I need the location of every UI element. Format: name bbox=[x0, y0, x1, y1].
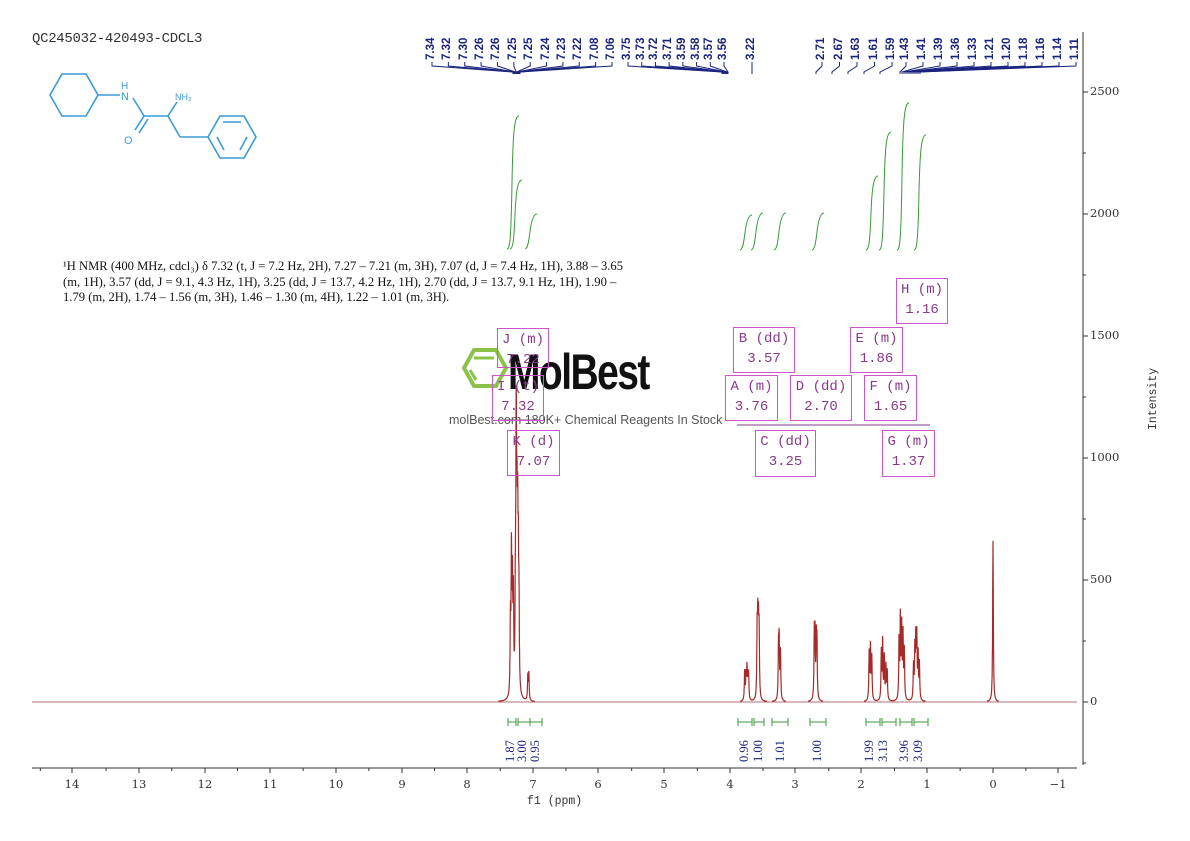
integral-value-label: 3.09 bbox=[911, 740, 925, 762]
multiplet-box-b: B (dd) 3.57 bbox=[733, 327, 795, 373]
multiplet-box-j: J (m) 7.22 bbox=[497, 328, 549, 368]
phenyl-ring bbox=[207, 115, 257, 159]
x-tick-label: 4 bbox=[726, 777, 734, 791]
x-tick-label: −1 bbox=[1049, 777, 1067, 791]
peak-shift-label: 7.32 bbox=[441, 37, 454, 60]
y-tick-label: 500 bbox=[1090, 572, 1112, 586]
peak-shift-label: 3.73 bbox=[634, 37, 647, 60]
chemical-structure: H N NH₂ O bbox=[49, 73, 257, 159]
peak-shift-label: 1.11 bbox=[1069, 38, 1081, 60]
peak-shift-label: 1.18 bbox=[1018, 37, 1030, 60]
peak-shift-label: 3.57 bbox=[703, 37, 716, 60]
integral-value-label: 1.00 bbox=[751, 740, 765, 762]
integral-value-label: 0.95 bbox=[528, 740, 542, 762]
peak-shift-label: 1.61 bbox=[867, 37, 880, 60]
peak-shift-label: 7.25 bbox=[506, 37, 519, 60]
peak-pick-lines bbox=[431, 62, 1077, 74]
peak-shift-label: 7.34 bbox=[425, 37, 437, 60]
multiplet-box-k: K (d) 7.07 bbox=[507, 430, 560, 476]
x-tick-label: 9 bbox=[398, 777, 406, 791]
peak-shift-label: 7.30 bbox=[457, 37, 470, 60]
integral-value-label: 1.00 bbox=[810, 740, 824, 762]
peak-shift-label: 1.36 bbox=[950, 37, 962, 60]
peak-shift-label: 1.43 bbox=[899, 37, 911, 60]
integral-curves bbox=[506, 102, 927, 251]
peak-shift-label: 3.59 bbox=[675, 37, 688, 60]
x-tick-label: 11 bbox=[262, 777, 278, 791]
peak-shift-label: 1.16 bbox=[1035, 37, 1047, 60]
x-tick-label: 7 bbox=[529, 777, 537, 791]
peak-shift-label: 1.21 bbox=[984, 37, 996, 60]
peak-shift-label: 1.33 bbox=[967, 37, 979, 60]
multiplet-box-a: A (m) 3.76 bbox=[725, 375, 778, 421]
multiplet-box-d: D (dd) 2.70 bbox=[790, 375, 852, 421]
x-axis-title: f1 (ppm) bbox=[527, 795, 583, 808]
watermark-tagline: molBest.com 180K+ Chemical Reagents In S… bbox=[449, 413, 723, 427]
structure-h-label: H bbox=[121, 81, 128, 92]
peak-shift-label: 7.22 bbox=[572, 37, 585, 60]
peak-shift-label: 3.75 bbox=[621, 37, 633, 60]
peak-shift-label: 3.22 bbox=[745, 37, 757, 60]
integral-value-label: 3.13 bbox=[876, 740, 890, 762]
x-tick-label: 0 bbox=[989, 777, 997, 791]
peak-shift-label: 2.67 bbox=[832, 37, 845, 60]
multiplet-box-h: H (m) 1.16 bbox=[896, 278, 948, 324]
x-tick-label: 8 bbox=[463, 777, 471, 791]
integral-value-label: 1.01 bbox=[773, 740, 787, 762]
peak-shift-label: 1.20 bbox=[1001, 37, 1013, 60]
multiplet-box-e: E (m) 1.86 bbox=[850, 327, 903, 373]
x-tick-label: 13 bbox=[131, 777, 147, 791]
peak-shift-label: 3.72 bbox=[648, 37, 661, 60]
spectrum-trace bbox=[497, 385, 999, 702]
peak-shift-label: 1.59 bbox=[885, 37, 897, 60]
multiplet-box-i: I (t) 7.32 bbox=[492, 375, 544, 421]
peak-shift-label: 7.26 bbox=[474, 37, 487, 60]
y-tick-label: 1000 bbox=[1090, 450, 1120, 464]
integral-brackets bbox=[498, 419, 930, 726]
multiplet-box-g: G (m) 1.37 bbox=[882, 430, 935, 477]
x-tick-label: 2 bbox=[857, 777, 865, 791]
molbest-logo-icon bbox=[461, 348, 509, 388]
peak-shift-label: 3.71 bbox=[662, 37, 675, 60]
y-tick-label: 1500 bbox=[1090, 328, 1120, 342]
y-axis-ticks bbox=[1083, 91, 1088, 764]
sample-id-title: QC245032-420493-CDCL3 bbox=[32, 31, 203, 47]
x-tick-label: 14 bbox=[64, 777, 80, 791]
x-tick-label: 12 bbox=[197, 777, 213, 791]
integral-value-label: 1.99 bbox=[862, 740, 876, 762]
y-tick-label: 0 bbox=[1090, 694, 1098, 708]
structure-o-label: O bbox=[124, 135, 133, 147]
peak-shift-label: 3.56 bbox=[717, 37, 729, 60]
y-axis-title: Intensity bbox=[1147, 367, 1160, 430]
x-tick-label: 1 bbox=[923, 777, 931, 791]
peak-shift-label: 3.58 bbox=[689, 37, 702, 60]
peak-shift-label: 7.26 bbox=[490, 37, 503, 60]
peak-shift-label: 1.41 bbox=[916, 37, 928, 60]
x-axis-ticks bbox=[39, 768, 1059, 773]
peak-shift-label: 7.08 bbox=[588, 37, 601, 60]
structure-nh2-label: NH₂ bbox=[175, 92, 192, 102]
structure-n-label: N bbox=[121, 91, 129, 103]
peak-shift-label: 1.14 bbox=[1052, 37, 1064, 60]
peak-shift-label: 7.25 bbox=[523, 37, 536, 60]
integral-value-label: 0.96 bbox=[737, 740, 751, 762]
y-tick-label: 2500 bbox=[1090, 84, 1120, 98]
x-tick-label: 3 bbox=[791, 777, 799, 791]
peak-shift-label: 7.23 bbox=[555, 37, 568, 60]
x-tick-label: 6 bbox=[594, 777, 602, 791]
peak-shift-label: 7.24 bbox=[539, 37, 552, 60]
x-tick-label: 10 bbox=[328, 777, 344, 791]
integral-value-label: 3.96 bbox=[897, 740, 911, 762]
peak-shift-label: 7.06 bbox=[605, 37, 617, 60]
peak-shift-label: 1.39 bbox=[933, 37, 945, 60]
multiplet-box-c: C (dd) 3.25 bbox=[755, 430, 816, 477]
watermark-brand: MolBest bbox=[508, 344, 650, 400]
multiplet-box-f: F (m) 1.65 bbox=[864, 375, 917, 421]
peak-shift-label: 2.71 bbox=[815, 37, 827, 60]
peak-shift-label: 1.63 bbox=[850, 37, 862, 60]
nmr-description: ¹H NMR (400 MHz, cdcl₃) δ 7.32 (t, J = 7… bbox=[63, 259, 623, 304]
y-tick-label: 2000 bbox=[1090, 206, 1120, 220]
x-tick-label: 5 bbox=[660, 777, 668, 791]
